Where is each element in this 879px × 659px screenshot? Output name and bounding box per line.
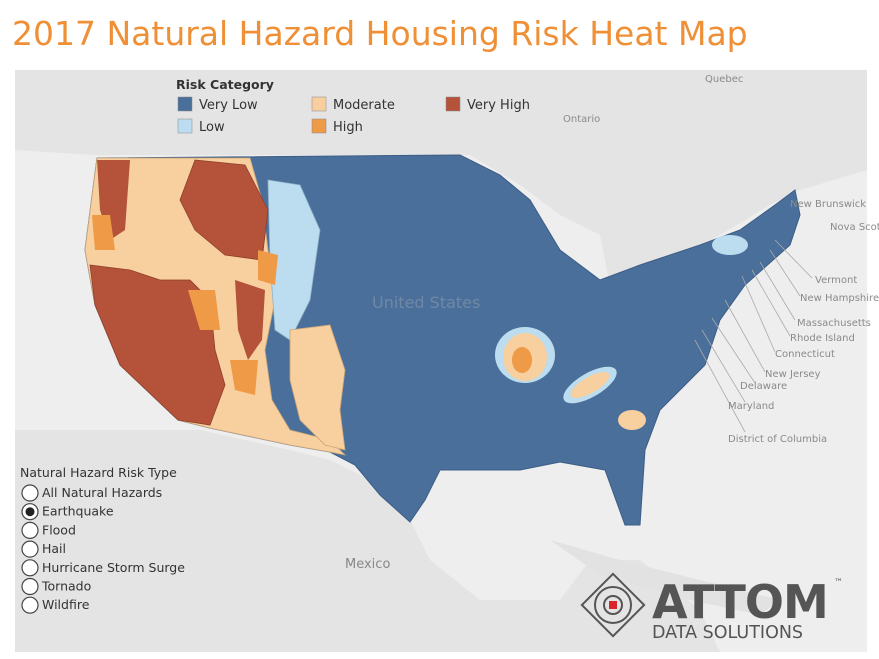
map-label: District of Columbia	[728, 434, 827, 445]
radio-label[interactable]: Tornado	[41, 579, 91, 594]
logo-name: ATTOM	[652, 575, 828, 629]
radio-option[interactable]: Earthquake	[21, 503, 114, 521]
map-label: New Brunswick	[790, 199, 866, 210]
radio-option[interactable]: Flood	[21, 521, 76, 540]
legend-label: Very Low	[199, 98, 258, 113]
map-label: Quebec	[705, 74, 743, 85]
moderate-region	[618, 410, 646, 430]
radio-button[interactable]	[21, 484, 39, 502]
radio-button[interactable]	[21, 577, 39, 596]
very-high-region	[179, 159, 269, 261]
low-region	[712, 235, 748, 255]
map-label: Mexico	[345, 557, 390, 572]
map-label: New Jersey	[765, 369, 821, 380]
very-high-region	[235, 280, 265, 360]
radio-button[interactable]	[21, 596, 39, 614]
radio-option[interactable]: Wildfire	[21, 596, 90, 614]
logo-trademark: ™	[834, 578, 843, 588]
high-region	[92, 215, 115, 250]
radio-option[interactable]: Hurricane Storm Surge	[21, 559, 185, 577]
radio-option[interactable]: Tornado	[21, 577, 91, 596]
legend-swatch	[177, 96, 193, 112]
callout-lines	[694, 239, 813, 433]
legend-swatch	[311, 118, 327, 134]
radio-label[interactable]: Hurricane Storm Surge	[42, 560, 185, 575]
high-region	[188, 290, 220, 330]
legend-swatch	[445, 96, 461, 112]
logo-icon	[580, 572, 646, 638]
moderate-region	[289, 324, 346, 451]
map-label: Ontario	[563, 114, 600, 125]
radio-label[interactable]: Earthquake	[42, 504, 114, 519]
high-region	[512, 347, 532, 373]
legend-label: Moderate	[333, 98, 395, 113]
map-label: Maryland	[728, 401, 774, 412]
map-label: Vermont	[815, 275, 857, 286]
radio-label[interactable]: All Natural Hazards	[42, 485, 162, 500]
radio-button[interactable]	[21, 521, 39, 540]
legend-swatch	[177, 118, 193, 134]
radio-button[interactable]	[21, 540, 39, 558]
mexico-land	[15, 430, 720, 652]
radio-label[interactable]: Flood	[42, 522, 76, 537]
very-high-region	[89, 264, 226, 426]
high-region	[258, 250, 278, 285]
radio-button[interactable]	[21, 559, 39, 577]
filter-title: Natural Hazard Risk Type	[20, 465, 177, 480]
filter: Natural Hazard Risk Type All Natural Haz…	[20, 465, 185, 614]
us-counties	[84, 154, 801, 526]
legend-label: High	[333, 120, 363, 135]
map-label: Connecticut	[775, 349, 835, 360]
map-label: New Hampshire	[800, 293, 879, 304]
high-region	[230, 360, 258, 395]
page-title: 2017 Natural Hazard Housing Risk Heat Ma…	[12, 14, 748, 53]
radio-option[interactable]: Hail	[21, 540, 66, 558]
map-label: Rhode Island	[790, 333, 855, 344]
radio-label[interactable]: Hail	[42, 541, 66, 556]
canada-land	[15, 70, 867, 285]
map-label: United States	[372, 293, 480, 312]
logo: ATTOM ™ DATA SOLUTIONS	[580, 572, 843, 643]
radio-option[interactable]: All Natural Hazards	[21, 484, 162, 502]
map-label: Massachusetts	[797, 318, 871, 329]
map-label: Delaware	[740, 381, 787, 392]
legend-swatch	[311, 96, 327, 112]
radio-dot	[25, 507, 35, 517]
logo-tagline: DATA SOLUTIONS	[652, 623, 803, 643]
legend-title: Risk Category	[176, 77, 274, 92]
moderate-region	[570, 372, 610, 398]
legend-label: Very High	[467, 98, 530, 113]
cuba-land	[550, 540, 780, 615]
radio-label[interactable]: Wildfire	[42, 597, 90, 612]
legend-label: Low	[199, 120, 225, 135]
map-label: Nova Scotia	[830, 222, 879, 233]
legend: Risk Category Very Low Low Moderate High Ver…	[176, 77, 530, 135]
